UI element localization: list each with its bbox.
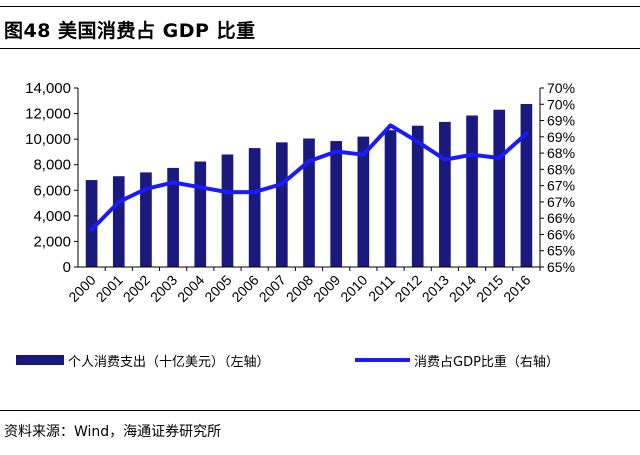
- right-tick-label: 66%: [547, 210, 575, 226]
- bar: [248, 148, 261, 267]
- left-tick-label: 10,000: [25, 131, 71, 148]
- x-tick-label: 2006: [228, 272, 261, 305]
- source-note: 资料来源：Wind，海通证券研究所: [4, 424, 222, 440]
- x-tick-label: 2010: [337, 272, 370, 305]
- source-rule: [0, 410, 640, 411]
- line-series: [89, 123, 529, 232]
- title-rule: [0, 48, 640, 49]
- x-tick-label: 2013: [419, 272, 452, 305]
- right-tick-label: 68%: [547, 145, 575, 161]
- right-tick-label: 65%: [547, 259, 575, 275]
- bar: [384, 130, 397, 267]
- right-tick-label: 65%: [547, 243, 575, 259]
- x-tick-label: 2004: [174, 272, 207, 305]
- bar: [140, 172, 152, 267]
- x-tick-label: 2005: [201, 272, 234, 305]
- bar: [439, 121, 451, 267]
- axes: 0 2,000 4,000 6,000 8,000 10,000 12,000 14,000 6…: [25, 80, 575, 305]
- left-tick-label: 12,000: [25, 106, 71, 123]
- top-rule: [0, 6, 640, 7]
- bar: [194, 161, 207, 267]
- x-tick-label: 2015: [473, 272, 506, 305]
- bar: [221, 154, 234, 267]
- left-tick-label: 8,000: [33, 157, 71, 174]
- left-tick-label: 4,000: [33, 208, 71, 225]
- bar: [85, 180, 98, 267]
- legend-bar-swatch: [16, 355, 64, 365]
- x-tick-label: 2008: [283, 272, 316, 305]
- right-tick-label: 68%: [547, 161, 575, 177]
- right-tick-label: 67%: [547, 178, 575, 194]
- right-tick-label: 66%: [547, 226, 575, 242]
- bar: [411, 125, 424, 267]
- x-tick-label: 2012: [391, 272, 424, 305]
- legend-bar-label: 个人消费支出（十亿美元）（左轴）: [68, 355, 270, 370]
- right-tick-label: 69%: [547, 113, 575, 129]
- bar-series: [85, 103, 533, 267]
- bar: [466, 115, 478, 267]
- bar: [275, 142, 288, 267]
- left-tick-label: 6,000: [33, 182, 71, 199]
- x-tick-label: 2001: [93, 272, 126, 305]
- x-tick-label: 2009: [310, 272, 343, 305]
- bar: [303, 138, 315, 267]
- bar: [493, 109, 506, 267]
- figure-title: 图48 美国消费占 GDP 比重: [4, 20, 256, 42]
- right-tick-label: 70%: [547, 96, 575, 112]
- legend: 个人消费支出（十亿美元）（左轴） 消费占GDP比重（右轴）: [16, 354, 559, 370]
- x-tick-label: 2003: [147, 272, 180, 305]
- bar: [167, 167, 179, 267]
- x-tick-label: 2007: [256, 272, 289, 305]
- bar: [520, 103, 533, 267]
- x-tick-label: 2011: [365, 272, 398, 305]
- bar: [112, 176, 125, 267]
- right-tick-label: 70%: [547, 80, 575, 96]
- bar: [357, 136, 370, 267]
- x-tick-label: 2014: [446, 272, 479, 305]
- left-tick-label: 14,000: [25, 80, 71, 97]
- right-tick-label: 69%: [547, 129, 575, 145]
- left-tick-label: 2,000: [33, 233, 71, 250]
- legend-line-label: 消费占GDP比重（右轴）: [414, 354, 559, 370]
- left-tick-label: 0: [63, 259, 71, 276]
- x-tick-label: 2002: [120, 272, 153, 305]
- x-tick-label: 2016: [500, 272, 533, 305]
- bar: [330, 141, 343, 267]
- x-tick-label: 2000: [65, 272, 98, 305]
- right-tick-label: 67%: [547, 194, 575, 210]
